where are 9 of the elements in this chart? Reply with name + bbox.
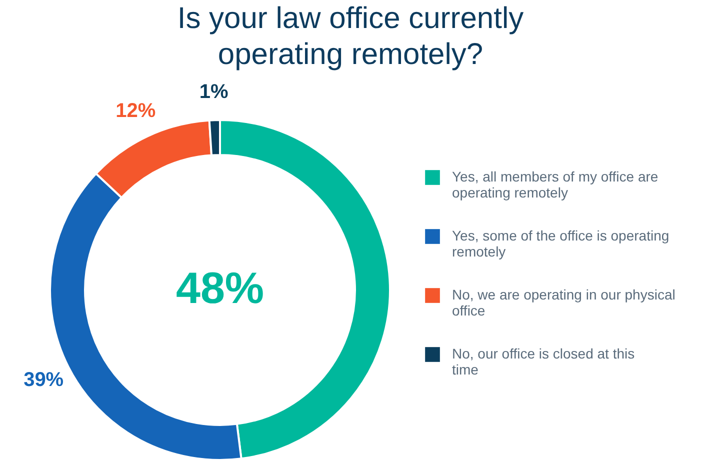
data-label: 1%: [199, 81, 228, 104]
data-label: 48%: [176, 264, 264, 313]
legend-label: Yes, some of the office is operating remotely: [452, 228, 670, 260]
legend-label: Yes, all members of my office are operating remotely: [452, 168, 658, 200]
legend-label: No, our office is closed at this time: [452, 346, 635, 378]
data-label: 39%: [24, 368, 64, 391]
chart-title: Is your law office currently operating remotely?: [177, 2, 524, 72]
legend-label: No, we are operating in our physical office: [452, 286, 676, 318]
data-label: 12%: [116, 100, 156, 122]
